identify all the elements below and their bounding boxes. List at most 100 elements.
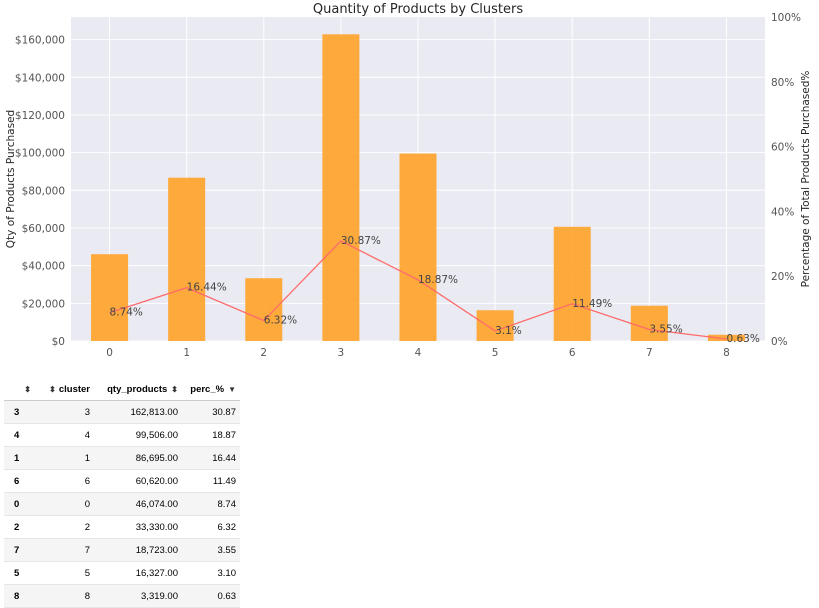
- cluster-cell: 3: [38, 400, 94, 424]
- x-axis-ticks: 0 1 2 3 4 5 6 7 8: [106, 347, 730, 359]
- data-label: 18.87%: [418, 274, 458, 286]
- column-label: perc_%: [190, 384, 225, 395]
- cluster-cell: 8: [38, 584, 94, 608]
- qty-products-cell: 46,074.00: [94, 492, 182, 516]
- sort-icon[interactable]: ⬍: [24, 385, 31, 394]
- y-axis-label: Qty of Products Purchased: [5, 110, 17, 248]
- data-label: 3.1%: [495, 325, 522, 337]
- bar: [91, 254, 129, 341]
- table-row: 6 6 60,620.00 11.49: [4, 469, 240, 493]
- perc-cell: 18.87: [182, 423, 240, 447]
- row-index: 6: [4, 469, 38, 493]
- row-index: 7: [4, 538, 38, 562]
- qty-products-cell: 33,330.00: [94, 515, 182, 539]
- perc-cell: 30.87: [182, 400, 240, 424]
- qty-products-cell: 86,695.00: [94, 446, 182, 470]
- perc-cell: 6.32: [182, 515, 240, 539]
- cluster-cell: 6: [38, 469, 94, 493]
- y2-tick-label: 40%: [771, 206, 794, 218]
- bar: [322, 34, 360, 341]
- sort-icon[interactable]: ⬍: [49, 385, 56, 394]
- y-tick-label: $120,000: [15, 110, 65, 122]
- table-row: 0 0 46,074.00 8.74: [4, 492, 240, 516]
- y2-tick-label: 0%: [771, 336, 788, 348]
- row-index: 2: [4, 515, 38, 539]
- perc-cell: 16.44: [182, 446, 240, 470]
- x-tick-label: 8: [723, 347, 730, 359]
- index-header[interactable]: ⬍: [4, 379, 38, 401]
- x-tick-label: 7: [646, 347, 653, 359]
- y-tick-label: $100,000: [15, 148, 65, 160]
- cluster-header[interactable]: ⬍ cluster: [38, 379, 94, 401]
- perc-cell: 11.49: [182, 469, 240, 493]
- qty-products-header[interactable]: qty_products ⬍: [94, 379, 182, 401]
- x-tick-label: 2: [260, 347, 267, 359]
- bar: [553, 226, 591, 341]
- cluster-cell: 2: [38, 515, 94, 539]
- bar-series: [91, 34, 745, 341]
- cluster-cell: 4: [38, 423, 94, 447]
- cluster-cell: 7: [38, 538, 94, 562]
- data-label: 11.49%: [572, 298, 612, 310]
- table-row: 4 4 99,506.00 18.87: [4, 423, 240, 447]
- x-tick-label: 3: [338, 347, 345, 359]
- cluster-cell: 0: [38, 492, 94, 516]
- table-row: 5 5 16,327.00 3.10: [4, 561, 240, 585]
- sort-icon[interactable]: ⬍: [171, 385, 178, 394]
- x-tick-label: 0: [106, 347, 113, 359]
- data-table: ⬍ ⬍ cluster qty_products ⬍ perc_% ▼ 3 3 162,8…: [4, 379, 240, 608]
- qty-products-cell: 16,327.00: [94, 561, 182, 585]
- column-label: qty_products: [107, 384, 168, 395]
- perc-cell: 3.55: [182, 538, 240, 562]
- perc-cell: 8.74: [182, 492, 240, 516]
- y2-tick-label: 100%: [771, 12, 801, 24]
- left-axis-ticks: $0 $20,000 $40,000 $60,000 $80,000 $100,000 $1…: [15, 35, 65, 348]
- y-tick-label: $80,000: [22, 185, 65, 197]
- qty-products-cell: 3,319.00: [94, 584, 182, 608]
- right-axis-ticks: 0% 20% 40% 60% 80% 100%: [771, 12, 801, 348]
- qty-products-cell: 99,506.00: [94, 423, 182, 447]
- x-tick-label: 1: [183, 347, 190, 359]
- y-tick-label: $40,000: [22, 261, 65, 273]
- cluster-cell: 1: [38, 446, 94, 470]
- percentage-line: [109, 240, 727, 340]
- y-tick-label: $60,000: [22, 223, 65, 235]
- row-index: 0: [4, 492, 38, 516]
- x-tick-label: 5: [492, 347, 499, 359]
- data-label: 30.87%: [341, 235, 381, 247]
- chart-title: Quantity of Products by Clusters: [313, 2, 523, 17]
- table-row: 3 3 162,813.00 30.87: [4, 400, 240, 424]
- table-row: 8 8 3,319.00 0.63: [4, 584, 240, 608]
- perc-cell: 3.10: [182, 561, 240, 585]
- bar: [630, 305, 668, 341]
- perc-header[interactable]: perc_% ▼: [182, 379, 240, 401]
- row-index: 5: [4, 561, 38, 585]
- data-label: 0.63%: [726, 333, 759, 345]
- y-tick-label: $160,000: [15, 35, 65, 47]
- table-row: 1 1 86,695.00 16.44: [4, 446, 240, 470]
- data-label: 3.55%: [649, 323, 682, 335]
- table-header-row: ⬍ ⬍ cluster qty_products ⬍ perc_% ▼: [4, 379, 240, 401]
- row-index: 3: [4, 400, 38, 424]
- row-index: 4: [4, 423, 38, 447]
- y2-tick-label: 60%: [771, 142, 794, 154]
- sort-desc-icon[interactable]: ▼: [228, 385, 236, 394]
- bar: [168, 177, 206, 341]
- data-label: 16.44%: [187, 282, 227, 294]
- perc-cell: 0.63: [182, 584, 240, 608]
- y2-tick-label: 80%: [771, 77, 794, 89]
- bar: [707, 334, 745, 341]
- y2-tick-label: 20%: [771, 271, 794, 283]
- qty-products-cell: 60,620.00: [94, 469, 182, 493]
- y-tick-label: $140,000: [15, 72, 65, 84]
- qty-products-cell: 162,813.00: [94, 400, 182, 424]
- y-tick-label: $0: [52, 336, 65, 348]
- data-label: 8.74%: [110, 307, 143, 319]
- table-row: 7 7 18,723.00 3.55: [4, 538, 240, 562]
- table-row: 2 2 33,330.00 6.32: [4, 515, 240, 539]
- data-labels: 8.74% 16.44% 6.32% 30.87% 18.87% 3.1% 11.49% 3.…: [110, 235, 760, 345]
- bar: [476, 310, 514, 341]
- row-index: 8: [4, 584, 38, 608]
- qty-products-cell: 18,723.00: [94, 538, 182, 562]
- row-index: 1: [4, 446, 38, 470]
